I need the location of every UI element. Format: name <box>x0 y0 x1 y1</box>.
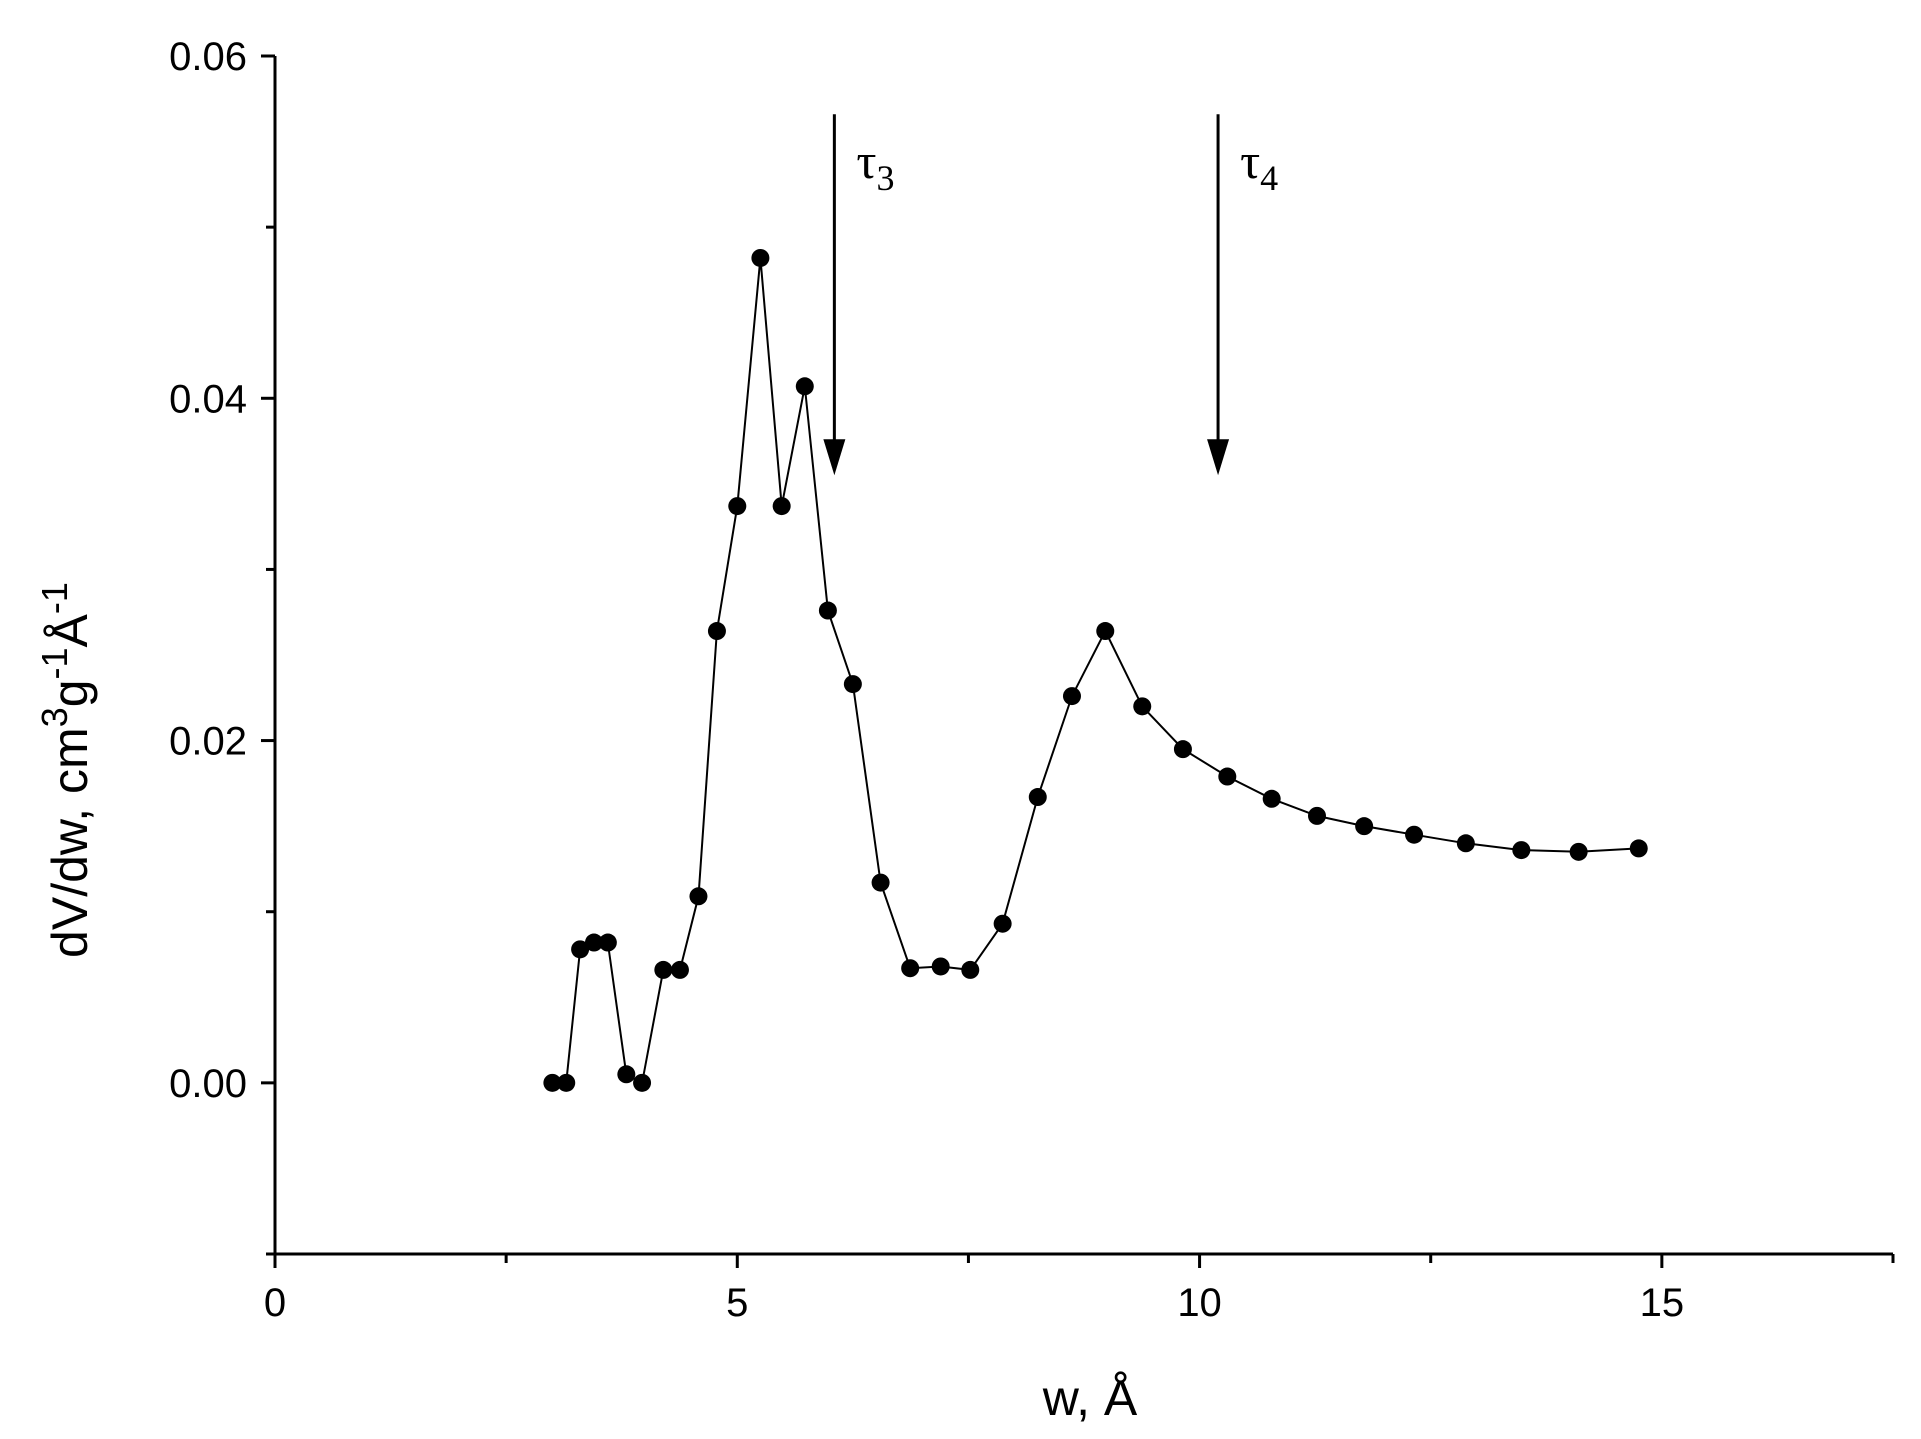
data-point <box>961 960 980 979</box>
y-tick-label: 0.06 <box>169 35 247 79</box>
y-axis-title-part: 3 <box>34 707 75 727</box>
y-axis-title-part: -1 <box>34 647 75 679</box>
data-point <box>1133 697 1152 716</box>
series-line <box>552 257 1639 1085</box>
data-point <box>654 960 673 979</box>
data-point <box>728 497 747 516</box>
x-tick-label: 15 <box>1640 1281 1685 1325</box>
data-point <box>843 675 862 694</box>
x-axis-title: w, Å <box>1042 1370 1138 1426</box>
data-point <box>1262 789 1281 808</box>
tau4-arrow-head <box>1207 439 1230 476</box>
data-point <box>1028 788 1047 807</box>
tau3-symbol: τ <box>856 133 876 189</box>
data-point <box>1173 740 1192 759</box>
tau4-label: τ4 <box>1240 133 1278 198</box>
axes <box>273 56 1893 1256</box>
data-point <box>707 622 726 641</box>
x-tick-label: 10 <box>1177 1281 1222 1325</box>
data-point <box>772 497 791 516</box>
data-point <box>1355 817 1374 836</box>
data-point <box>617 1065 636 1084</box>
data-series <box>543 248 1648 1092</box>
data-point <box>598 933 617 952</box>
x-axis-ticks: 0 5 10 15 <box>264 1254 1895 1325</box>
data-point <box>1096 622 1115 641</box>
data-point <box>1307 806 1326 825</box>
data-point <box>543 1073 562 1092</box>
data-point <box>1512 841 1531 860</box>
data-point <box>633 1073 652 1092</box>
x-tick-label: 0 <box>264 1281 286 1325</box>
y-axis-title-part: -1 <box>34 582 75 614</box>
data-point <box>751 248 770 267</box>
tau4-symbol: τ <box>1240 133 1260 189</box>
y-axis-ticks: 0.00 0.02 0.04 0.06 <box>169 35 275 1256</box>
y-axis-title: dV/dw, cm3g-1Å-1 <box>34 582 98 958</box>
x-tick-label: 5 <box>726 1281 748 1325</box>
data-point <box>1456 834 1475 853</box>
data-point <box>1405 825 1424 844</box>
annotations: τ3 τ4 <box>823 114 1278 476</box>
y-axis-title-part: dV/dw, cm <box>42 727 98 958</box>
data-point <box>901 959 920 978</box>
data-point <box>670 960 689 979</box>
data-point <box>1629 839 1648 858</box>
tau3-label: τ3 <box>856 133 894 198</box>
data-point <box>795 377 814 396</box>
data-point <box>931 957 950 976</box>
data-point <box>871 873 890 892</box>
data-point <box>1218 767 1237 786</box>
y-tick-label: 0.02 <box>169 720 247 764</box>
tau3-arrow-head <box>823 439 846 476</box>
tau3-subscript: 3 <box>876 158 894 198</box>
tau4-subscript: 4 <box>1260 158 1278 198</box>
data-point <box>689 887 708 906</box>
data-point <box>557 1073 576 1092</box>
data-point <box>818 601 837 620</box>
y-axis-title-part: g <box>42 679 98 707</box>
data-point <box>993 914 1012 933</box>
y-tick-label: 0.00 <box>169 1062 247 1106</box>
y-tick-label: 0.04 <box>169 377 247 421</box>
data-point <box>584 933 603 952</box>
data-point <box>571 940 590 959</box>
data-point <box>1062 687 1081 706</box>
data-point <box>1569 842 1588 861</box>
y-axis-title-part: Å <box>42 613 98 647</box>
